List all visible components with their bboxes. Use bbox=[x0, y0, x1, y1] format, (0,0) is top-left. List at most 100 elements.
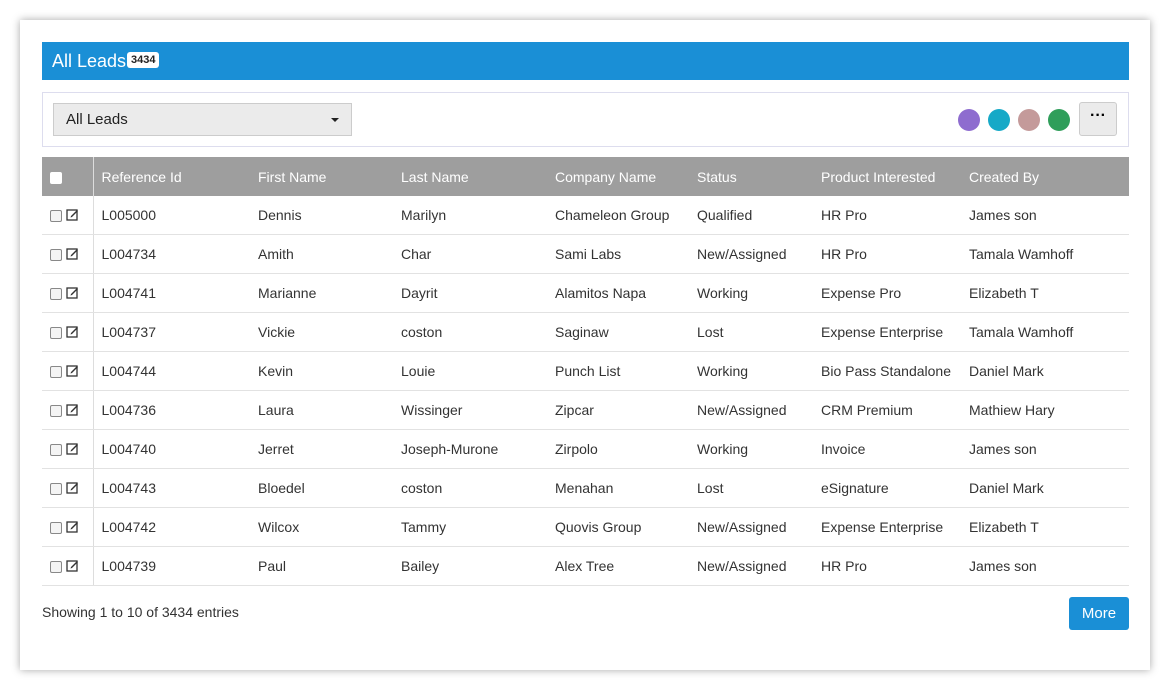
checkbox[interactable] bbox=[50, 443, 62, 456]
row: L004742 Wilcox Tammy Quovis Group New/Assign… bbox=[42, 507, 1129, 547]
cell: James son bbox=[961, 546, 1129, 586]
grid-icon[interactable] bbox=[1018, 109, 1040, 131]
cell: HR Pro bbox=[813, 196, 961, 235]
checkbox[interactable] bbox=[50, 209, 62, 222]
cell: Expense Pro bbox=[813, 273, 961, 313]
count-badge: 3434 bbox=[127, 52, 160, 68]
edit-icon[interactable] bbox=[66, 208, 79, 224]
cell: Dayrit bbox=[393, 273, 547, 313]
cell: L004743 bbox=[93, 468, 250, 508]
leads-table: Reference Id First Name Last Name Company N… bbox=[42, 157, 1129, 586]
row: L004741 Marianne Dayrit Alamitos Napa Workin… bbox=[42, 273, 1129, 313]
cell: Qualified bbox=[689, 196, 813, 235]
edit-icon[interactable] bbox=[66, 247, 79, 263]
row: L004736 Laura Wissinger Zipcar New/Assigned C… bbox=[42, 390, 1129, 430]
cell: HR Pro bbox=[813, 234, 961, 274]
title: All Leads bbox=[52, 51, 127, 71]
row-actions bbox=[42, 312, 94, 352]
column-header: Last Name bbox=[393, 157, 547, 196]
checkbox[interactable] bbox=[50, 521, 62, 534]
search-icon[interactable] bbox=[988, 109, 1010, 131]
cell: Chameleon Group bbox=[547, 196, 689, 235]
cell: Zipcar bbox=[547, 390, 689, 430]
cell: Mathiew Hary bbox=[961, 390, 1129, 430]
row-actions bbox=[42, 351, 94, 391]
column-header: Reference Id bbox=[93, 157, 250, 196]
checkbox[interactable] bbox=[50, 171, 62, 184]
edit-icon[interactable] bbox=[66, 403, 79, 419]
cell: Tamala Wamhoff bbox=[961, 312, 1129, 352]
cell: Marianne bbox=[250, 273, 393, 313]
cell: Alamitos Napa bbox=[547, 273, 689, 313]
checkbox[interactable] bbox=[50, 365, 62, 378]
more-button[interactable]: More bbox=[1069, 597, 1129, 630]
cell: New/Assigned bbox=[689, 507, 813, 547]
row-actions bbox=[42, 468, 94, 508]
cell: Bloedel bbox=[250, 468, 393, 508]
cell: Daniel Mark bbox=[961, 351, 1129, 391]
row-actions bbox=[42, 234, 94, 274]
checkbox[interactable] bbox=[50, 404, 62, 417]
row-actions bbox=[42, 273, 94, 313]
column-header: First Name bbox=[250, 157, 393, 196]
cell: Kevin bbox=[250, 351, 393, 391]
cell: L004740 bbox=[93, 429, 250, 469]
cell: Joseph-Murone bbox=[393, 429, 547, 469]
cell: L004742 bbox=[93, 507, 250, 547]
add-icon[interactable] bbox=[958, 109, 980, 131]
cell: Alex Tree bbox=[547, 546, 689, 586]
edit-icon[interactable] bbox=[66, 559, 79, 575]
cell: Louie bbox=[393, 351, 547, 391]
checkbox[interactable] bbox=[50, 560, 62, 573]
select-all bbox=[42, 157, 94, 196]
cell: Elizabeth T bbox=[961, 273, 1129, 313]
checkbox[interactable] bbox=[50, 287, 62, 300]
cell: L004734 bbox=[93, 234, 250, 274]
edit-icon[interactable] bbox=[66, 325, 79, 341]
view-select[interactable]: All Leads bbox=[53, 103, 352, 136]
cell: Working bbox=[689, 351, 813, 391]
cell: Marilyn bbox=[393, 196, 547, 235]
cell: Tammy bbox=[393, 507, 547, 547]
row-actions bbox=[42, 390, 94, 430]
column-header: Created By bbox=[961, 157, 1129, 196]
cell: New/Assigned bbox=[689, 234, 813, 274]
header-row: Reference Id First Name Last Name Company N… bbox=[42, 157, 1129, 196]
row: L004743 Bloedel coston Menahan Lost eSignatur… bbox=[42, 468, 1129, 508]
checkbox[interactable] bbox=[50, 326, 62, 339]
edit-icon[interactable] bbox=[66, 442, 79, 458]
row: L005000 Dennis Marilyn Chameleon Group Quali… bbox=[42, 196, 1129, 235]
cell: Expense Enterprise bbox=[813, 507, 961, 547]
cell: New/Assigned bbox=[689, 390, 813, 430]
checkbox[interactable] bbox=[50, 248, 62, 261]
cell: Working bbox=[689, 273, 813, 313]
cell: Jerret bbox=[250, 429, 393, 469]
cell: Tamala Wamhoff bbox=[961, 234, 1129, 274]
panel: All Leads 3434 All Leads ··· Reference I… bbox=[20, 20, 1150, 670]
row: L004739 Paul Bailey Alex Tree New/Assigned HR… bbox=[42, 546, 1129, 586]
cell: coston bbox=[393, 468, 547, 508]
cell: Menahan bbox=[547, 468, 689, 508]
cell: Quovis Group bbox=[547, 507, 689, 547]
cell: Saginaw bbox=[547, 312, 689, 352]
edit-icon[interactable] bbox=[66, 364, 79, 380]
edit-icon[interactable] bbox=[66, 481, 79, 497]
edit-icon[interactable] bbox=[66, 286, 79, 302]
edit-icon[interactable] bbox=[66, 520, 79, 536]
cell: L004744 bbox=[93, 351, 250, 391]
cell: eSignature bbox=[813, 468, 961, 508]
cell: Daniel Mark bbox=[961, 468, 1129, 508]
checkbox[interactable] bbox=[50, 482, 62, 495]
cell: Lost bbox=[689, 468, 813, 508]
cell: Amith bbox=[250, 234, 393, 274]
column-header: Product Interested bbox=[813, 157, 961, 196]
cell: L004737 bbox=[93, 312, 250, 352]
toolbar: All Leads ··· bbox=[42, 92, 1129, 147]
cell: James son bbox=[961, 196, 1129, 235]
row: L004734 Amith Char Sami Labs New/Assigned HR … bbox=[42, 234, 1129, 274]
more-actions[interactable]: ··· bbox=[1079, 102, 1117, 136]
row: L004740 Jerret Joseph-Murone Zirpolo Working… bbox=[42, 429, 1129, 469]
excel-icon[interactable] bbox=[1048, 109, 1070, 131]
row-actions bbox=[42, 546, 94, 586]
